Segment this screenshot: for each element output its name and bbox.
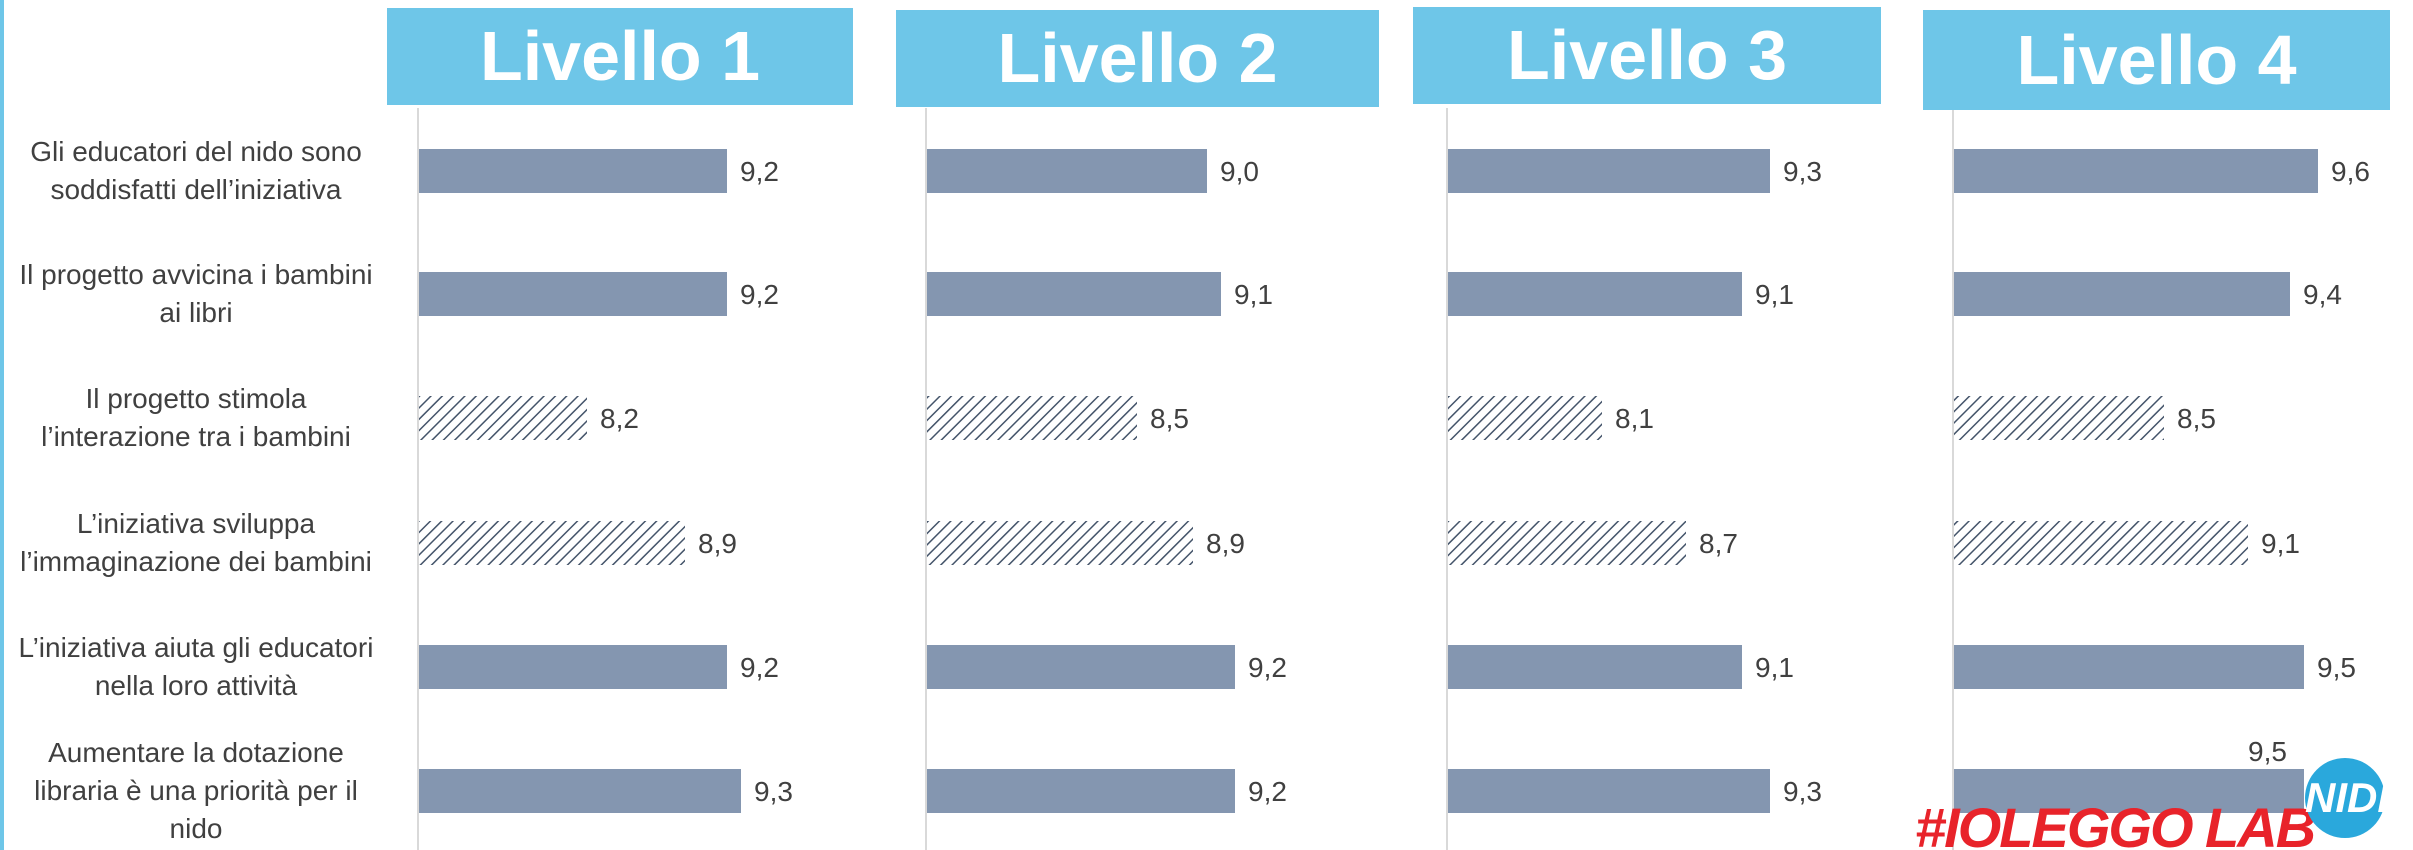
value-label-p3-r2: 9,1 [1755,279,1794,310]
logo-badge: NIDI [2305,758,2389,838]
value-label-p1-r3: 8,2 [600,403,639,434]
value-label-p4-r3: 8,5 [2177,403,2216,434]
panel-title-2: Livello 2 [896,10,1379,107]
category-label-line: L’iniziativa sviluppa [76,508,316,539]
bar-p1-r3 [419,396,587,440]
value-label-p3-r5: 9,1 [1755,652,1794,683]
category-label-line: Il progetto stimola [85,383,307,414]
category-label-line: Gli educatori del nido sono [30,136,362,167]
bar-p3-r1 [1448,149,1770,193]
bar-p3-r4 [1448,521,1686,565]
bar-p2-r4 [927,521,1193,565]
value-label-p2-r4: 8,9 [1206,528,1245,559]
value-label-p1-r1: 9,2 [740,156,779,187]
value-label-p1-r6: 9,3 [754,776,793,807]
category-label-line: Il progetto avvicina i bambini [19,259,373,290]
panel-title-4: Livello 4 [1923,10,2390,110]
bar-p2-r3 [927,396,1137,440]
panel-title-1: Livello 1 [387,8,853,105]
category-label-2: Il progetto avvicina i bambini ai libri [0,256,392,332]
panel-title-3: Livello 3 [1413,7,1881,104]
category-label-6: Aumentare la dotazione libraria è una pri… [0,734,392,848]
value-label-p4-r6: 9,5 [2248,736,2287,767]
bar-p3-r2 [1448,272,1742,316]
value-label-p2-r2: 9,1 [1234,279,1273,310]
value-label-p1-r4: 8,9 [698,528,737,559]
bar-p2-r2 [927,272,1221,316]
value-label-p2-r5: 9,2 [1248,652,1287,683]
bar-p4-r1 [1954,149,2318,193]
category-label-line: nido [169,813,223,844]
logo-text: #IOLEGGO LAB [1915,800,2316,850]
bar-p1-r1 [419,149,727,193]
category-label-line: L’iniziativa aiuta gli educatori [18,632,374,663]
bar-p1-r4 [419,521,685,565]
bar-p1-r2 [419,272,727,316]
category-label-3: Il progetto stimola l’interazione tra i b… [0,380,392,456]
value-label-p2-r6: 9,2 [1248,776,1287,807]
bar-p4-r2 [1954,272,2290,316]
category-label-line: Aumentare la dotazione [48,737,344,768]
category-label-5: L’iniziativa aiuta gli educatori nella lo… [0,629,392,705]
value-label-p1-r2: 9,2 [740,279,779,310]
bar-p4-r4 [1954,521,2248,565]
value-label-p4-r2: 9,4 [2303,279,2342,310]
category-label-line: soddisfatti dell’iniziativa [50,174,342,205]
category-label-line: ai libri [159,297,233,328]
value-label-p2-r3: 8,5 [1150,403,1189,434]
bar-p3-r6 [1448,769,1770,813]
bar-p4-r5 [1954,645,2304,689]
category-label-line: nella loro attività [94,670,298,701]
value-label-p3-r1: 9,3 [1783,156,1822,187]
bar-p4-r6 [1954,769,2304,813]
category-label-line: l’immaginazione dei bambini [20,546,372,577]
category-label-line: libraria è una priorità per il [34,775,358,806]
bar-p4-r3 [1954,396,2164,440]
value-label-p1-r5: 9,2 [740,652,779,683]
value-label-p3-r6: 9,3 [1783,776,1822,807]
bar-p3-r5 [1448,645,1742,689]
bar-p2-r5 [927,645,1235,689]
value-label-p3-r4: 8,7 [1699,528,1738,559]
bar-p2-r6 [927,769,1235,813]
bar-p1-r6 [419,769,741,813]
value-label-p4-r4: 9,1 [2261,528,2300,559]
category-label-4: L’iniziativa sviluppa l’immaginazione dei… [0,505,392,581]
value-label-p2-r1: 9,0 [1220,156,1259,187]
left-accent-stripe [0,0,4,850]
value-label-p4-r1: 9,6 [2331,156,2370,187]
category-label-1: Gli educatori del nido sono soddisfatti d… [0,133,392,209]
category-label-line: l’interazione tra i bambini [41,421,351,452]
value-label-p4-r5: 9,5 [2317,652,2356,683]
bar-p1-r5 [419,645,727,689]
bar-p3-r3 [1448,396,1602,440]
value-label-p3-r3: 8,1 [1615,403,1654,434]
bar-p2-r1 [927,149,1207,193]
